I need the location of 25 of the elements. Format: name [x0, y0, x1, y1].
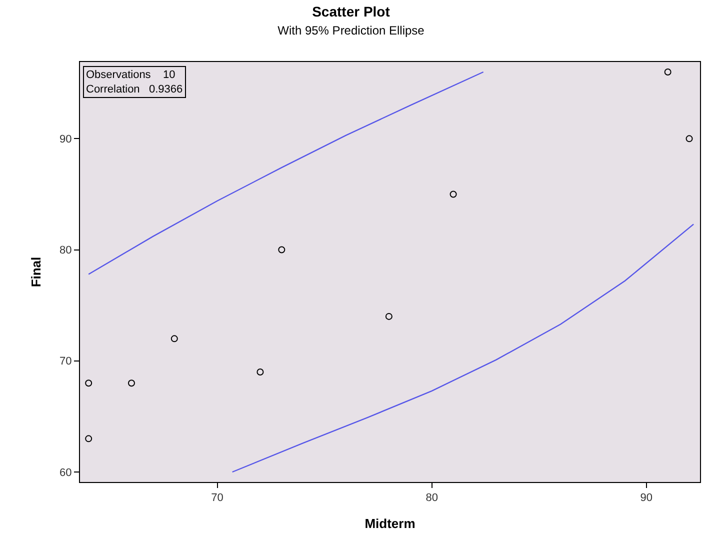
x-tick-label: 70 — [211, 492, 224, 504]
point — [450, 190, 457, 198]
line-series — [232, 224, 694, 473]
chart-subtitle: With 95% Prediction Ellipse — [278, 24, 425, 38]
point — [278, 246, 286, 254]
point — [385, 312, 392, 320]
y-tick-label: 70 — [60, 356, 72, 368]
point — [664, 68, 672, 76]
annotation: Observations 10 — [86, 69, 176, 81]
y-tick-label: 90 — [60, 134, 72, 146]
point — [170, 335, 178, 342]
y-tick-label: 60 — [60, 466, 72, 479]
annotation: Correlation 0.9366 — [86, 83, 183, 96]
x-tick-label: 90 — [640, 492, 652, 504]
chart-title: Scatter Plot — [312, 3, 390, 20]
x-axis-title: Midterm — [364, 516, 416, 531]
y-tick-label: 80 — [60, 244, 72, 257]
point — [686, 135, 693, 142]
point — [85, 380, 92, 387]
x-tick-label: 80 — [426, 492, 438, 504]
point — [128, 380, 135, 387]
line-series — [88, 71, 484, 275]
point — [256, 368, 264, 376]
y-axis-title: Final — [28, 256, 44, 288]
point — [85, 435, 92, 442]
